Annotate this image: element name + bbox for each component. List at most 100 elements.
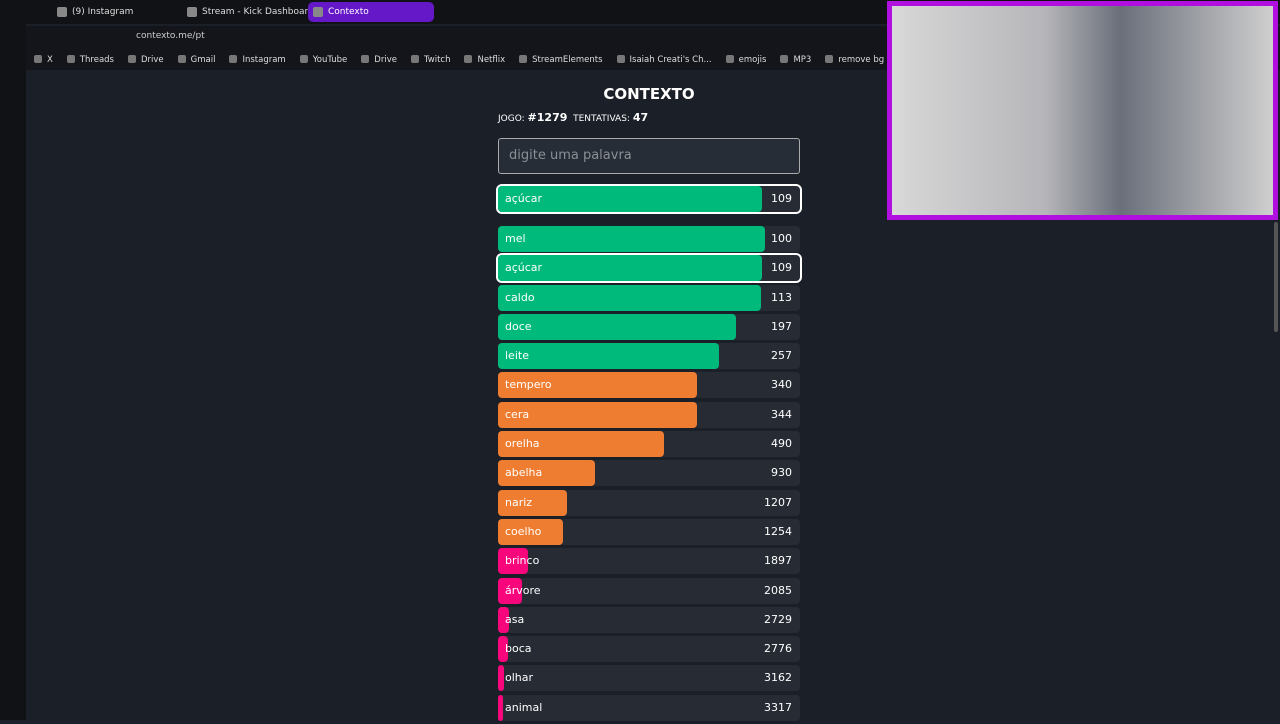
bookmark[interactable]: YouTube xyxy=(300,50,348,70)
similarity-bar xyxy=(498,255,763,282)
guess-row: coelho 1254 xyxy=(498,518,800,545)
guess-row: açúcar 109 xyxy=(496,253,802,284)
guess-rank: 109 xyxy=(771,261,792,275)
guess-word: leite xyxy=(505,349,529,363)
similarity-bar xyxy=(498,518,564,545)
game-number: #1279 xyxy=(527,111,568,124)
guess-rank: 2729 xyxy=(764,612,792,626)
similarity-bar xyxy=(498,665,505,692)
similarity-bar xyxy=(498,460,596,487)
scrollbar[interactable] xyxy=(1274,222,1278,332)
guess-word: orelha xyxy=(505,437,540,451)
guess-word: árvore xyxy=(505,583,541,597)
bookmark[interactable]: Twitch xyxy=(411,50,451,70)
guess-word: açúcar xyxy=(505,261,543,275)
game: CONTEXTO JOGO: #1279 TENTATIVAS: 47 digi… xyxy=(496,72,802,724)
guess-word: açúcar xyxy=(505,192,543,205)
last-guess: açúcar 109 xyxy=(496,184,802,214)
bookmark[interactable]: Isaiah Creati's Ch... xyxy=(617,50,712,70)
guess-rank: 3317 xyxy=(764,700,792,714)
similarity-bar xyxy=(498,577,522,604)
guess-rank: 1207 xyxy=(764,495,792,509)
guess-word: animal xyxy=(505,700,543,714)
similarity-bar xyxy=(498,186,763,212)
bookmark[interactable]: emojis xyxy=(726,50,767,70)
guess-row: caldo 113 xyxy=(498,284,800,311)
guess-word: coelho xyxy=(505,524,542,538)
guess-row: olhar 3162 xyxy=(498,665,800,692)
guess-rank: 109 xyxy=(771,192,792,205)
guess-word: tempero xyxy=(505,378,552,392)
game-label: JOGO: xyxy=(498,114,525,124)
guess-word: abelha xyxy=(505,466,543,480)
guess-rank: 344 xyxy=(771,407,792,421)
similarity-bar xyxy=(498,489,568,516)
guess-row: orelha 490 xyxy=(498,431,800,458)
similarity-bar xyxy=(498,636,509,663)
guess-row: tempero 340 xyxy=(498,372,800,399)
guess-rank: 100 xyxy=(771,232,792,245)
bookmark[interactable]: Instagram xyxy=(229,50,285,70)
bookmark[interactable]: Threads xyxy=(67,50,114,70)
guess-rank: 3162 xyxy=(764,671,792,685)
similarity-bar xyxy=(498,343,719,370)
guess-row: nariz 1207 xyxy=(498,489,800,516)
attempts-label: TENTATIVAS: xyxy=(573,114,630,124)
guess-rank: 1254 xyxy=(764,524,792,538)
attempts: 47 xyxy=(632,111,649,124)
game-title: CONTEXTO xyxy=(603,85,695,103)
similarity-bar xyxy=(498,548,528,575)
similarity-bar xyxy=(498,431,665,458)
guess-row: leite 257 xyxy=(498,343,800,370)
similarity-bar xyxy=(498,372,698,399)
bookmark[interactable]: StreamElements xyxy=(519,50,602,70)
bookmark[interactable]: X xyxy=(34,50,53,70)
guess-row: asa 2729 xyxy=(498,606,800,633)
guess-row: animal 3317 xyxy=(498,694,800,721)
guess-word: boca xyxy=(505,642,532,656)
tab[interactable]: Contexto xyxy=(308,2,434,22)
guess-rank: 2085 xyxy=(764,583,792,597)
url[interactable]: contexto.me/pt xyxy=(136,31,205,41)
similarity-bar xyxy=(498,226,766,252)
guess-rank: 930 xyxy=(771,466,792,480)
bookmark[interactable]: MP3 xyxy=(780,50,811,70)
guess-row: boca 2776 xyxy=(498,636,800,663)
game-info: JOGO: #1279 TENTATIVAS: 47 xyxy=(498,111,800,125)
guess-rank: 257 xyxy=(771,349,792,363)
guess-word: caldo xyxy=(505,290,535,304)
guess-rank: 490 xyxy=(771,437,792,451)
guess-list: mel 100 açúcar 109 caldo 113 doce 197 leite 257 te… xyxy=(496,226,802,721)
guess-row: doce 197 xyxy=(498,313,800,340)
bookmark[interactable]: Drive xyxy=(361,50,397,70)
guess-rank: 197 xyxy=(771,319,792,333)
similarity-bar xyxy=(498,606,509,633)
sidebar xyxy=(0,24,26,720)
guess-row: cera 344 xyxy=(498,401,800,428)
guess-row: árvore 2085 xyxy=(498,577,800,604)
guess-row: brinco 1897 xyxy=(498,548,800,575)
guess-rank: 113 xyxy=(771,290,792,304)
tab[interactable]: (9) Instagram xyxy=(52,2,172,22)
bookmark[interactable]: Gmail xyxy=(178,50,216,70)
guess-rank: 2776 xyxy=(764,642,792,656)
similarity-bar xyxy=(498,694,504,721)
guess-word: brinco xyxy=(505,554,540,568)
similarity-bar xyxy=(498,313,736,340)
bookmark[interactable]: remove bg xyxy=(825,50,884,70)
webcam xyxy=(887,1,1278,220)
guess-row: abelha 930 xyxy=(498,460,800,487)
guess-word: olhar xyxy=(505,671,534,685)
word-input[interactable]: digite uma palavra xyxy=(498,138,800,174)
guess-word: nariz xyxy=(505,495,533,509)
guess-rank: 340 xyxy=(771,378,792,392)
guess-row: açúcar 109 xyxy=(496,184,802,214)
guess-rank: 1897 xyxy=(764,554,792,568)
guess-word: asa xyxy=(505,612,525,626)
tab[interactable]: Stream - Kick Dashboard xyxy=(182,2,314,22)
guess-word: mel xyxy=(505,232,526,245)
guess-word: cera xyxy=(505,407,530,421)
bookmark[interactable]: Drive xyxy=(128,50,164,70)
bookmark[interactable]: Netflix xyxy=(464,50,505,70)
